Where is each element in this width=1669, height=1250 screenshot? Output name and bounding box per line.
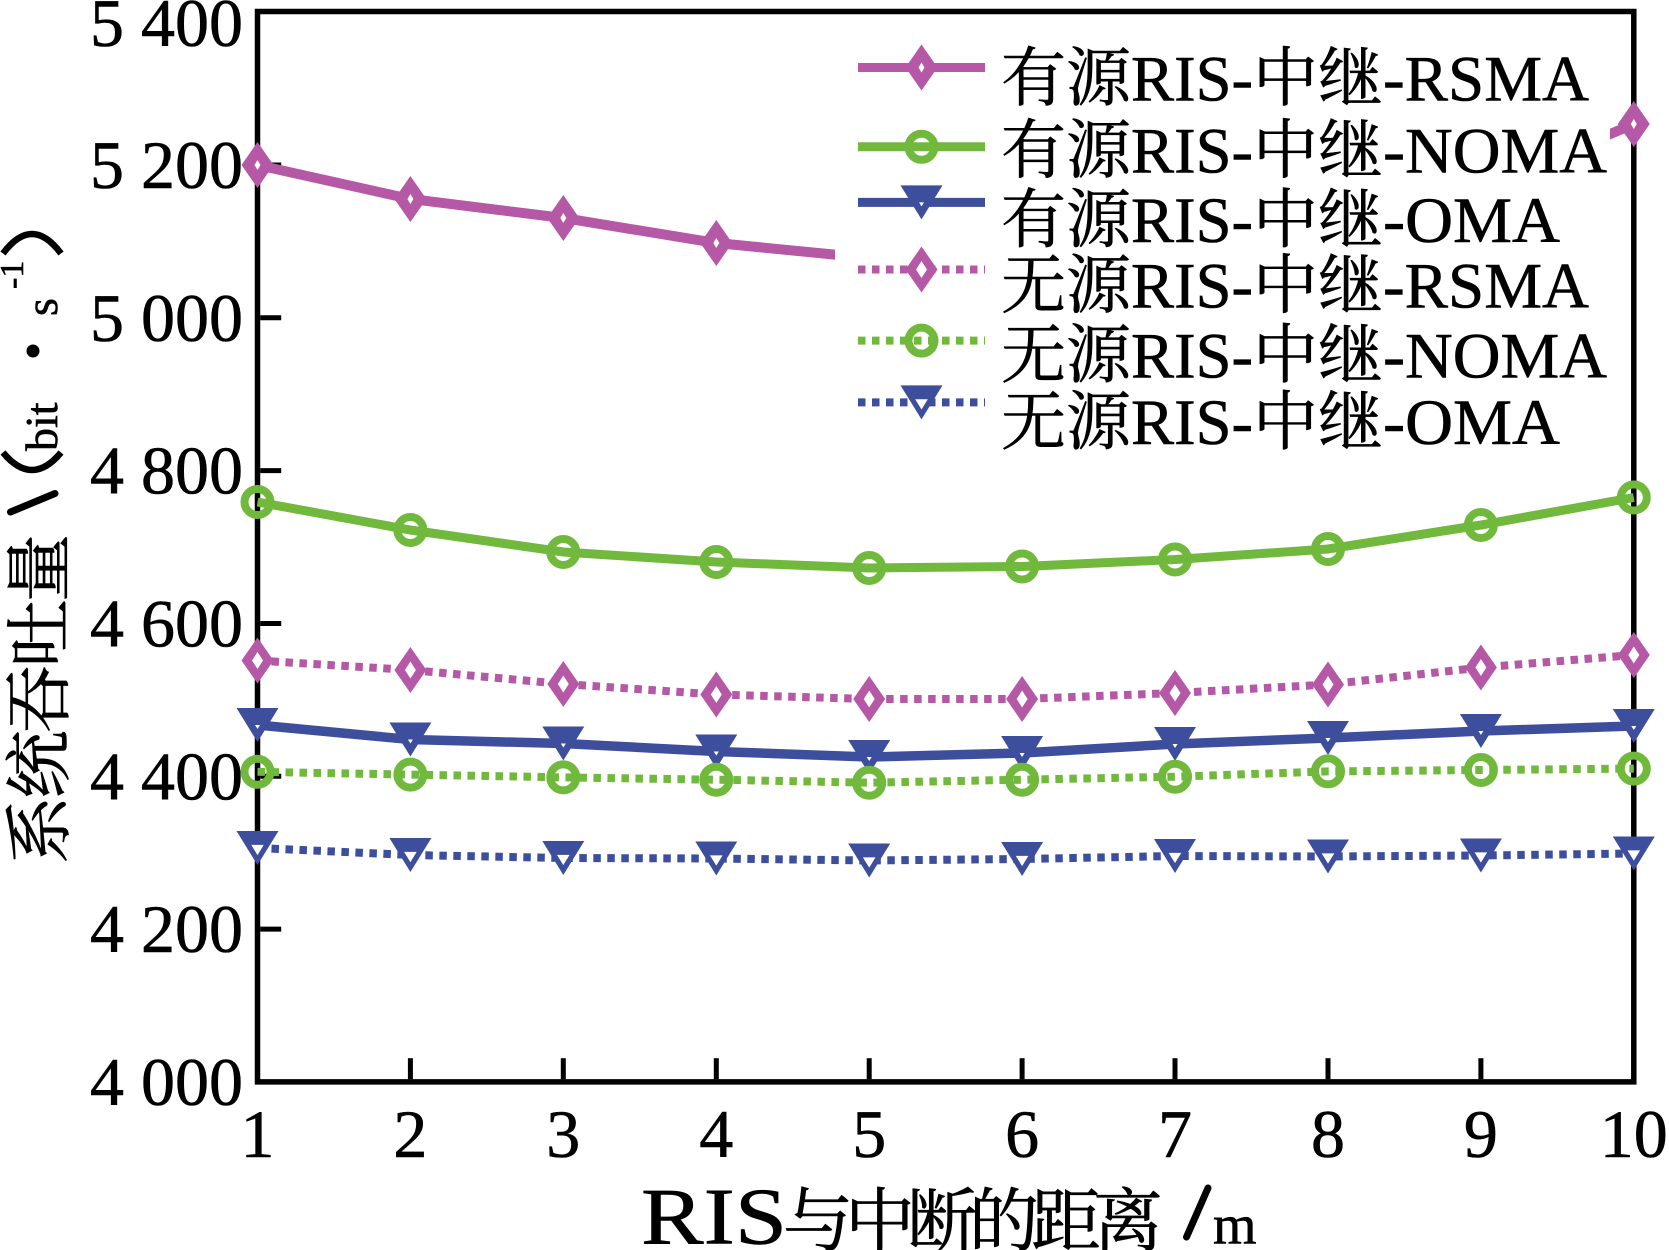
- svg-text:9: 9: [1464, 1096, 1498, 1172]
- svg-text:RIS: RIS: [641, 1174, 787, 1250]
- svg-text:-RSMA: -RSMA: [1383, 251, 1589, 323]
- svg-text:RIS-: RIS-: [1131, 251, 1253, 323]
- svg-text:RIS-: RIS-: [1131, 116, 1253, 188]
- svg-text:-OMA: -OMA: [1383, 387, 1560, 459]
- svg-text:4 200: 4 200: [90, 891, 243, 967]
- svg-text:1: 1: [241, 1096, 275, 1172]
- svg-text:7: 7: [1158, 1096, 1192, 1172]
- svg-text:m: m: [1213, 1195, 1257, 1250]
- svg-text:RIS-: RIS-: [1131, 320, 1253, 392]
- svg-text:s: s: [16, 298, 67, 316]
- svg-text:8: 8: [1311, 1096, 1345, 1172]
- svg-text:5 400: 5 400: [90, 0, 243, 61]
- svg-text:10: 10: [1600, 1096, 1668, 1172]
- svg-text:2: 2: [393, 1096, 427, 1172]
- svg-text:-1: -1: [0, 261, 31, 289]
- svg-text:5: 5: [852, 1096, 886, 1172]
- svg-text:-NOMA: -NOMA: [1383, 320, 1607, 392]
- svg-text:bit: bit: [16, 402, 67, 451]
- svg-text:3: 3: [546, 1096, 580, 1172]
- svg-text:5 200: 5 200: [90, 127, 243, 203]
- svg-text:5 000: 5 000: [90, 280, 243, 356]
- svg-text:RIS-: RIS-: [1131, 43, 1253, 115]
- svg-text:RIS-: RIS-: [1131, 387, 1253, 459]
- svg-text:RIS-: RIS-: [1131, 185, 1253, 257]
- svg-text:-RSMA: -RSMA: [1383, 43, 1589, 115]
- svg-text:6: 6: [1005, 1096, 1039, 1172]
- svg-text:4 600: 4 600: [90, 586, 243, 662]
- svg-text:-OMA: -OMA: [1383, 185, 1560, 257]
- svg-text:-NOMA: -NOMA: [1383, 116, 1607, 188]
- svg-text:4 000: 4 000: [90, 1044, 243, 1120]
- svg-text:4: 4: [699, 1096, 733, 1172]
- svg-text:4 800: 4 800: [90, 433, 243, 509]
- svg-text:4 400: 4 400: [90, 738, 243, 814]
